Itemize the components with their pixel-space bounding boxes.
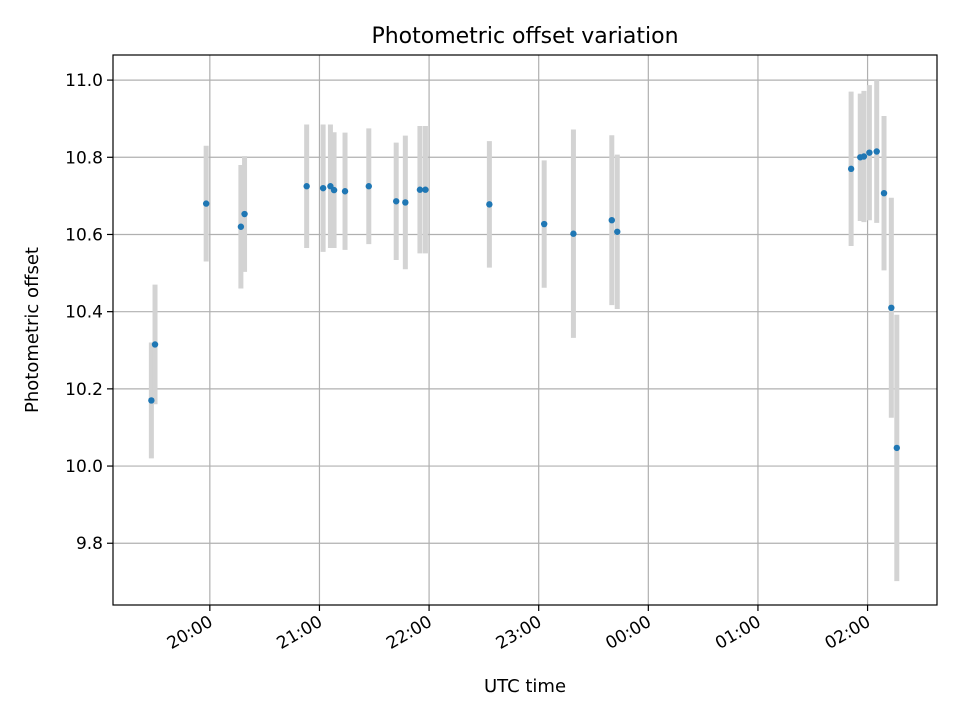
data-point (392, 198, 400, 205)
y-tick-label: 10.4 (65, 303, 103, 323)
data-point (570, 230, 577, 237)
data-point (319, 184, 327, 192)
data-point (614, 228, 621, 235)
data-point (888, 304, 895, 312)
data-point (893, 444, 901, 452)
y-axis-label: Photometric offset (22, 247, 43, 413)
grid-lines (113, 55, 937, 605)
data-point (341, 188, 349, 195)
x-axis-label: UTC time (484, 676, 566, 697)
y-tick-label: 9.8 (76, 534, 103, 554)
y-tick-label: 10.8 (65, 148, 103, 168)
data-points (148, 148, 901, 452)
y-tick-label: 10.6 (65, 225, 103, 245)
plot-area (113, 55, 937, 605)
data-point (416, 186, 424, 193)
data-point (303, 183, 310, 190)
data-point (486, 201, 493, 208)
data-point (241, 210, 248, 218)
data-point (860, 153, 868, 160)
data-point (847, 165, 855, 173)
data-point (151, 341, 159, 348)
y-tick-label: 10.0 (65, 457, 103, 477)
data-point (202, 200, 210, 207)
data-point (148, 397, 155, 404)
data-point (330, 186, 338, 194)
data-point (422, 186, 429, 193)
data-point (880, 189, 888, 197)
y-tick-label: 11.0 (65, 71, 103, 91)
data-point (873, 148, 880, 155)
chart-title: Photometric offset variation (371, 24, 678, 49)
data-point (402, 199, 409, 206)
data-point (237, 223, 245, 230)
y-axis-ticks: 9.8 10.0 10.2 10.4 10.6 10.8 11.0 (65, 71, 113, 554)
data-point (866, 149, 873, 156)
data-point (365, 183, 372, 190)
data-point (608, 216, 615, 224)
y-tick-label: 10.2 (65, 380, 103, 400)
plot-frame (112, 54, 938, 606)
data-point (540, 220, 548, 228)
